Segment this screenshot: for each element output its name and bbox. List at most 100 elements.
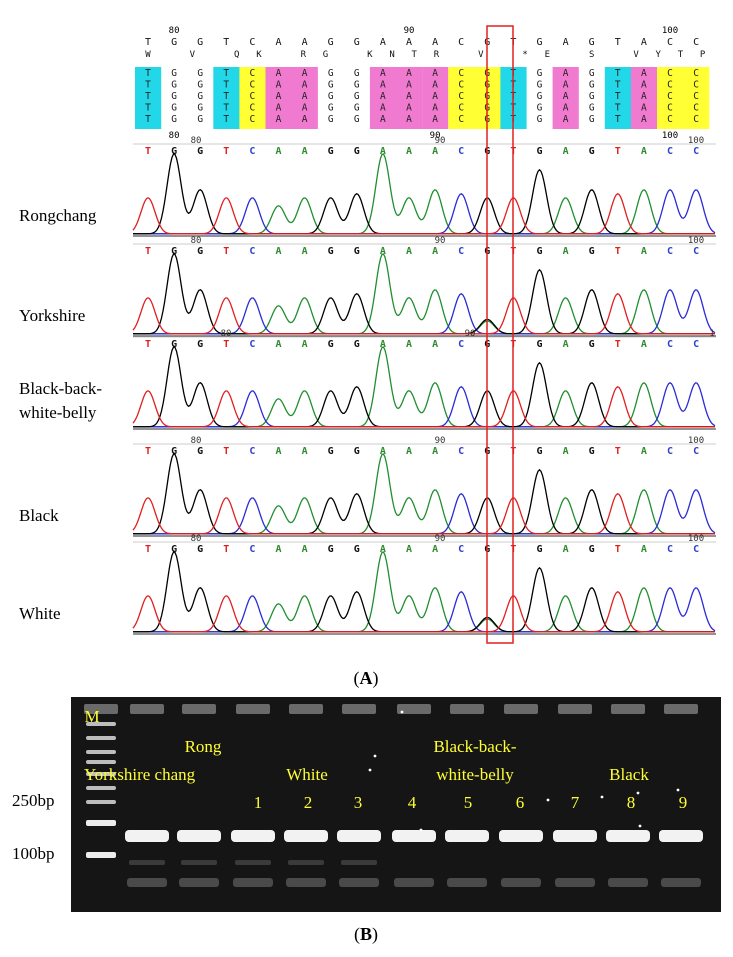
base-call: C: [693, 544, 699, 555]
alignment-base: G: [537, 80, 543, 91]
alignment-base: G: [197, 114, 203, 125]
alignment-base: A: [380, 103, 386, 114]
base-call: A: [432, 146, 438, 157]
alignment-base: G: [328, 80, 334, 91]
base-call: A: [406, 544, 412, 555]
alignment-base: G: [354, 80, 360, 91]
alignment-base: A: [302, 103, 308, 114]
highlight-block: [369, 67, 397, 129]
primer-dimer-band: [179, 878, 219, 887]
lane-number: 1: [254, 793, 263, 812]
ruler-label: 100: [662, 131, 678, 141]
lane-number: 8: [627, 793, 636, 812]
alignment-base: C: [250, 68, 256, 79]
amino-acid: V: [478, 50, 484, 60]
trace-T: [132, 591, 715, 633]
base-call: C: [249, 446, 255, 457]
sample-label: Rongchang: [19, 206, 97, 225]
trace-C: [133, 489, 716, 535]
alignment-base: G: [354, 114, 360, 125]
base-call: G: [197, 446, 203, 457]
ruler-label: 90: [465, 329, 476, 339]
amino-acid: T: [678, 50, 684, 60]
base-call: G: [589, 339, 595, 350]
marker-band: [86, 722, 116, 726]
gel-labels: M Rong Yorkshire chang White Black-back-whit…: [84, 707, 687, 812]
highlight-block: [265, 67, 318, 129]
base-call: C: [693, 146, 699, 157]
base-call: C: [693, 446, 699, 457]
ruler-label: 90: [435, 534, 446, 544]
alignment-base: G: [328, 103, 334, 114]
header-base: A: [563, 37, 569, 48]
base-call: G: [328, 246, 334, 257]
alignment-base: G: [537, 103, 543, 114]
alignment-base: T: [223, 80, 229, 91]
amino-acid: N: [389, 50, 394, 60]
gel-well: [504, 704, 538, 714]
alignment-base: T: [223, 91, 229, 102]
primer-dimer-band: [608, 878, 648, 887]
alignment-base: G: [589, 68, 595, 79]
alignment-base: A: [563, 80, 569, 91]
amino-acid: K: [367, 50, 373, 60]
alignment-base: T: [145, 114, 151, 125]
alignment-base: A: [380, 91, 386, 102]
base-call: C: [667, 146, 673, 157]
gel-speck: [638, 824, 642, 828]
alignment-base: C: [667, 68, 673, 79]
alignment-base: C: [458, 103, 464, 114]
header-base: C: [458, 37, 464, 48]
group-label: Yorkshire chang: [84, 765, 196, 784]
product-band: [553, 830, 597, 842]
alignment-base: A: [641, 80, 647, 91]
ruler-label: 100: [688, 534, 704, 544]
alignment-base: G: [354, 91, 360, 102]
marker-band: [86, 852, 116, 858]
alignment-base: A: [406, 103, 412, 114]
ruler-label: 90: [430, 131, 441, 141]
alignment-base: C: [693, 91, 699, 102]
base-call: T: [223, 446, 229, 457]
product-band: [177, 830, 221, 842]
trace-G: [133, 551, 715, 633]
base-call: G: [197, 544, 203, 555]
base-call: A: [563, 544, 569, 555]
alignment-base: A: [406, 68, 412, 79]
base-call: A: [275, 339, 281, 350]
sample-label: Black-back-: [19, 379, 102, 398]
alignment-base: A: [432, 91, 438, 102]
base-call: C: [458, 339, 464, 350]
trace-T: [132, 493, 715, 535]
base-call: A: [563, 446, 569, 457]
ruler-label: 100: [688, 436, 704, 446]
product-band: [499, 830, 543, 842]
alignment-base: A: [302, 91, 308, 102]
base-call: A: [380, 246, 386, 257]
alignment-base: A: [276, 114, 282, 125]
ruler-label: 80: [191, 136, 202, 146]
alignment-base: G: [589, 80, 595, 91]
sample-label: white-belly: [19, 403, 97, 422]
lane-number: 4: [408, 793, 417, 812]
trace-C: [133, 189, 716, 235]
alignment-base: T: [145, 91, 151, 102]
base-call: A: [406, 446, 412, 457]
amino-acid: Q: [234, 50, 239, 60]
alignment-base: G: [171, 68, 177, 79]
base-call: A: [563, 146, 569, 157]
gel-background: [71, 697, 721, 912]
base-call: T: [145, 446, 151, 457]
alignment-base: T: [615, 91, 621, 102]
base-call: A: [406, 246, 412, 257]
alignment-base: A: [380, 114, 386, 125]
alignment-base: G: [537, 91, 543, 102]
base-call: C: [458, 544, 464, 555]
product-band: [445, 830, 489, 842]
alignment-base: C: [693, 103, 699, 114]
gel-speck: [636, 791, 640, 795]
trace-T: [132, 386, 715, 428]
base-call: C: [667, 339, 673, 350]
gel-well: [342, 704, 376, 714]
